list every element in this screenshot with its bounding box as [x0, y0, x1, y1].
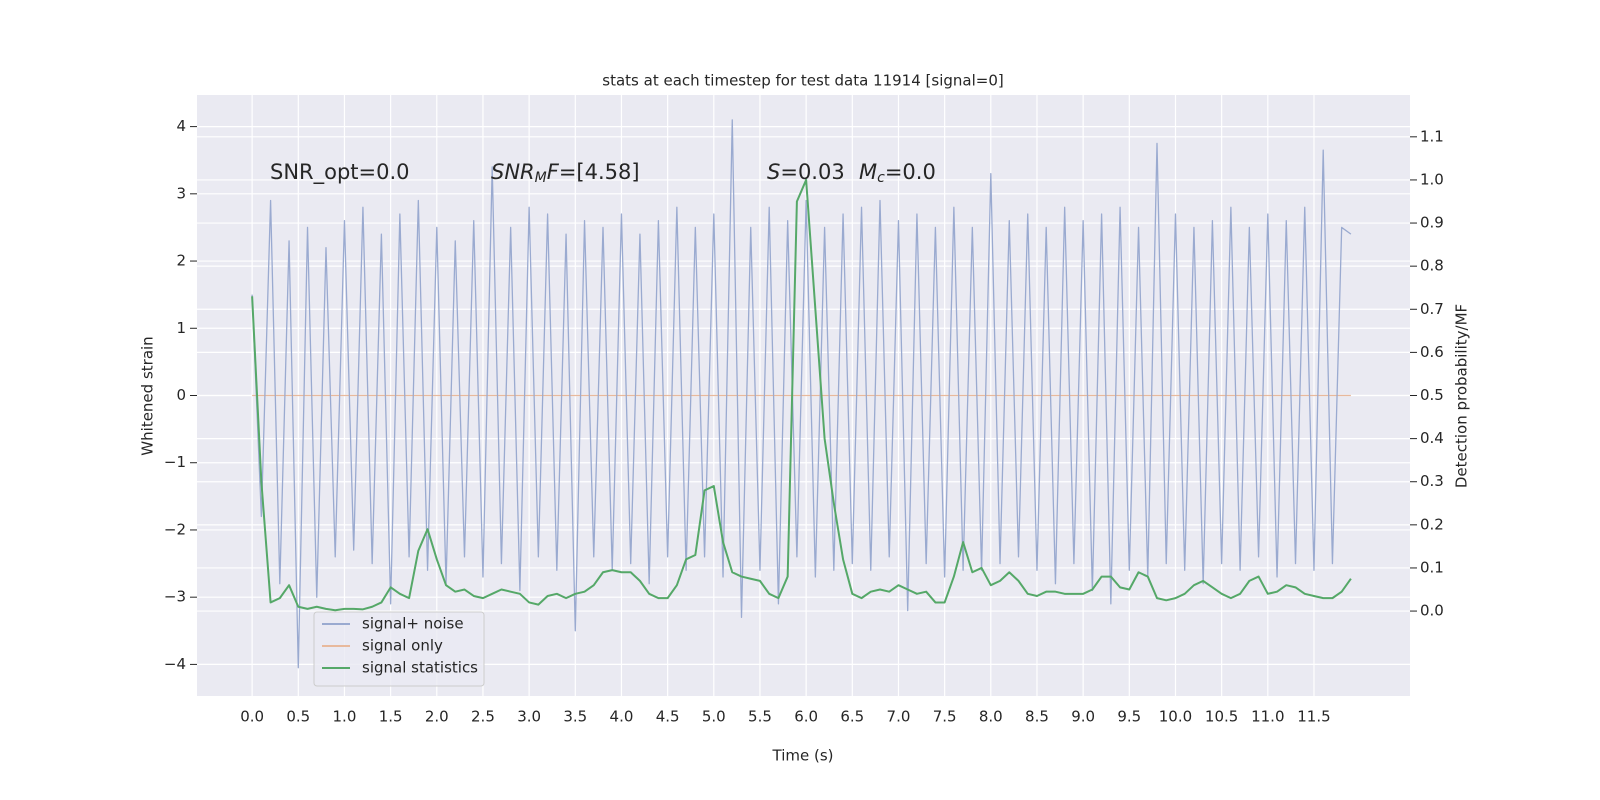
legend-label: signal only: [362, 637, 443, 655]
y2-tick-label: 0.2: [1420, 515, 1444, 533]
x-tick-label: 6.0: [794, 708, 818, 726]
y-tick-label: 0: [176, 386, 186, 404]
annotation-part: F: [547, 160, 560, 184]
y2-tick-label: 0.4: [1420, 429, 1444, 447]
annotation: Mc=0.0: [859, 160, 936, 186]
annotation-part: =[4.58]: [559, 160, 640, 184]
x-tick-label: 8.0: [979, 708, 1003, 726]
x-tick-label: 3.5: [563, 708, 587, 726]
y-axis-label: Whitened strain: [139, 336, 157, 455]
y-tick-label: 1: [176, 319, 186, 337]
annotation-part: =0.0: [885, 160, 936, 184]
annotation: SNR_opt=0.0: [270, 160, 410, 185]
y2-tick-label: 0.0: [1420, 602, 1444, 620]
legend: signal+ noise signal only signal statistic…: [313, 611, 485, 687]
y-tick-label: −4: [164, 655, 186, 673]
y-tick-label: −1: [164, 453, 186, 471]
marks: [251, 119, 1352, 669]
x-tick-label: 11.5: [1297, 708, 1330, 726]
x-tick-label: 5.5: [748, 708, 772, 726]
x-tick-label: 1.0: [333, 708, 357, 726]
x-tick-label: 5.0: [702, 708, 726, 726]
x-axis-label: Time (s): [772, 747, 834, 765]
x-tick-label: 1.5: [379, 708, 403, 726]
x-tick-label: 7.0: [887, 708, 911, 726]
x-tick-label: 4.0: [610, 708, 634, 726]
x-tick-label: 10.0: [1159, 708, 1192, 726]
annotation-part: SNR: [491, 160, 535, 184]
annotation-part: S: [767, 160, 780, 184]
x-tick-label: 10.5: [1205, 708, 1238, 726]
x-tick-label: 3.0: [517, 708, 541, 726]
y-tick-label: −3: [164, 588, 186, 606]
annotation-part: =0.03: [780, 160, 844, 184]
y2-tick-label: 1.0: [1420, 170, 1444, 188]
y2-tick-label: 0.3: [1420, 472, 1444, 490]
legend-label: signal+ noise: [362, 615, 464, 633]
x-tick-label: 2.5: [471, 708, 495, 726]
legend-label: signal statistics: [362, 659, 478, 677]
x-tick-label: 0.5: [286, 708, 310, 726]
annotation-part: M: [535, 170, 547, 186]
x-tick-label: 2.0: [425, 708, 449, 726]
x-tick-label: 8.5: [1025, 708, 1049, 726]
y2-tick-label: 0.6: [1420, 343, 1444, 361]
x-tick-label: 9.5: [1117, 708, 1141, 726]
y2-tick-label: 0.9: [1420, 214, 1444, 232]
annotation: S=0.03: [767, 160, 845, 184]
y-tick-label: 3: [176, 184, 186, 202]
y-tick-label: 2: [176, 252, 186, 270]
y-tick-label: −2: [164, 520, 186, 538]
y2-tick-label: 1.1: [1420, 127, 1444, 145]
y2-tick-label: 0.5: [1420, 386, 1444, 404]
y2-axis-label: Detection probability/MF: [1453, 304, 1471, 488]
chart-title: stats at each timestep for test data 119…: [602, 72, 1003, 90]
annotation-part: M: [859, 160, 877, 184]
x-tick-label: 11.0: [1251, 708, 1284, 726]
x-tick-label: 7.5: [933, 708, 957, 726]
series-line: [251, 119, 1352, 669]
x-tick-label: 6.5: [840, 708, 864, 726]
y-tick-label: 4: [176, 117, 186, 135]
series-line: [251, 178, 1352, 612]
legend-box: [313, 611, 485, 687]
y2-tick-label: 0.8: [1420, 257, 1444, 275]
annotation: SNRMF=[4.58]: [491, 160, 640, 186]
y2-tick-label: 0.1: [1420, 558, 1444, 576]
x-tick-label: 0.0: [240, 708, 264, 726]
x-tick-label: 9.0: [1071, 708, 1095, 726]
x-tick-label: 4.5: [656, 708, 680, 726]
y2-tick-label: 0.7: [1420, 300, 1444, 318]
annotation-part: c: [877, 170, 885, 186]
